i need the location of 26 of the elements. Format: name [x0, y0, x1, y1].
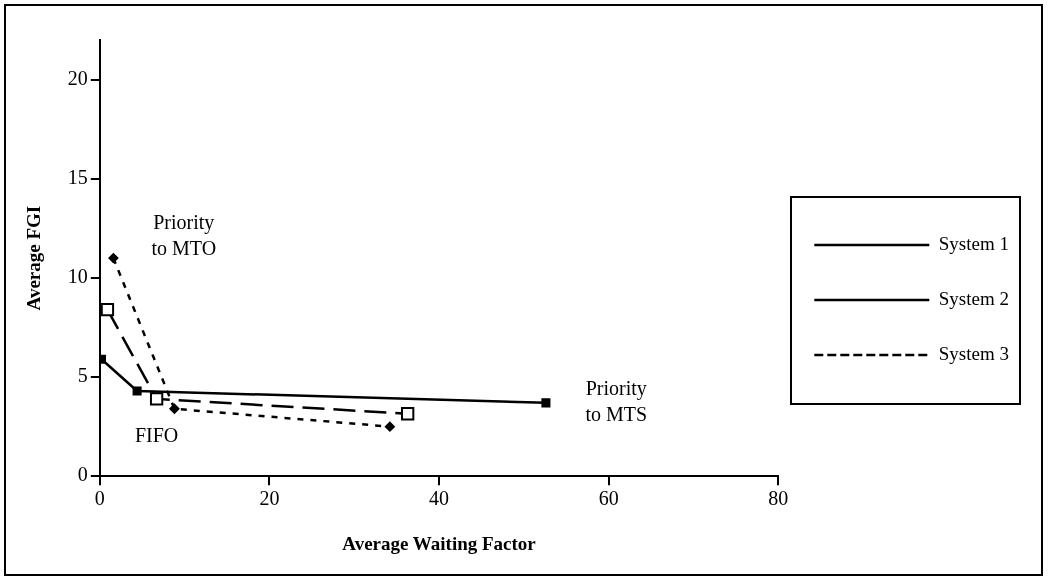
text: System 1: [938, 232, 1009, 254]
point: [401, 407, 415, 421]
point: [108, 253, 119, 264]
x-tick-label: 80: [768, 487, 789, 510]
point: [100, 302, 115, 317]
x-tick-label: 20: [259, 487, 280, 510]
annotation: FIFO: [134, 423, 179, 446]
text: System 2: [938, 287, 1009, 309]
x-tick-label: 0: [94, 487, 105, 510]
y-axis-title: Average FGI: [23, 205, 45, 311]
point: [169, 403, 180, 414]
point: [132, 386, 142, 396]
y-tick-label: 0: [77, 463, 88, 486]
point: [384, 421, 395, 432]
annotation: Priority to MTO: [151, 210, 217, 259]
point: [541, 398, 551, 408]
y-tick-label: 15: [67, 166, 88, 189]
x-axis-title: Average Waiting Factor: [342, 532, 537, 554]
x-tick-label: 40: [429, 487, 450, 510]
y-tick-label: 10: [67, 265, 88, 288]
text: System 3: [938, 342, 1009, 364]
point: [149, 392, 164, 406]
y-tick-label: 5: [77, 364, 88, 387]
annotation: Priority to MTS: [585, 377, 648, 426]
y-tick-label: 20: [67, 66, 88, 89]
x-tick-label: 60: [598, 487, 619, 510]
